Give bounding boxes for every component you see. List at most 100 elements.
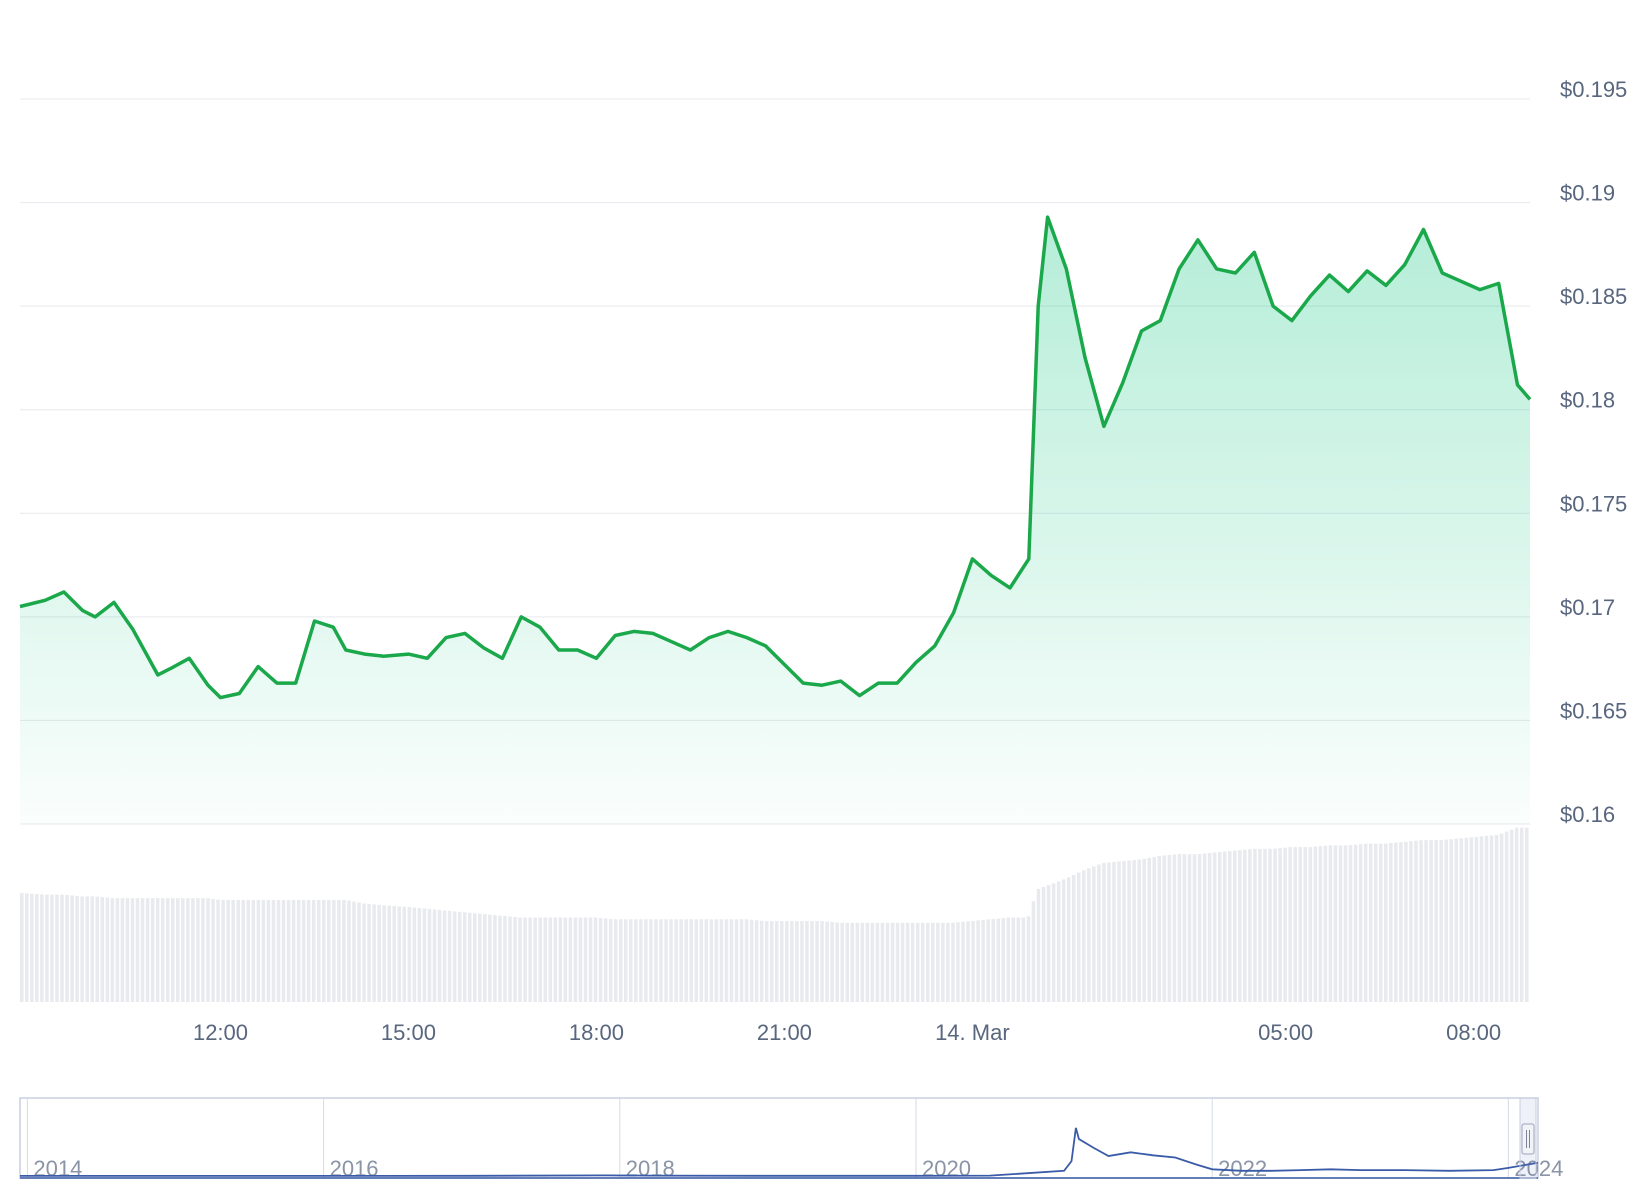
volume-bar xyxy=(1217,852,1222,1002)
volume-bar xyxy=(120,898,125,1002)
volume-bar xyxy=(206,898,210,1002)
volume-bar xyxy=(689,919,693,1002)
volume-bar xyxy=(679,919,683,1002)
volume-bar xyxy=(1228,851,1232,1002)
volume-bar xyxy=(1479,836,1484,1002)
volume-bar xyxy=(1514,827,1519,1002)
volume-bar xyxy=(634,919,638,1002)
volume-bar xyxy=(80,896,84,1002)
volume-bar xyxy=(1419,840,1423,1002)
volume-bar xyxy=(1031,901,1036,1002)
volume-bar xyxy=(140,898,145,1002)
volume-bar xyxy=(880,922,885,1002)
volume-bar xyxy=(528,917,532,1002)
volume-bar xyxy=(936,922,940,1002)
volume-bar xyxy=(1071,874,1076,1002)
volume-bar xyxy=(437,909,442,1002)
volume-bar xyxy=(714,919,719,1002)
volume-bar xyxy=(1464,837,1469,1002)
volume-bar xyxy=(160,898,165,1002)
volume-bar xyxy=(337,899,341,1002)
volume-bar xyxy=(1389,843,1393,1002)
volume-bar xyxy=(1348,845,1353,1002)
volume-bar xyxy=(1293,847,1297,1002)
volume-bar xyxy=(548,917,553,1002)
volume-bar xyxy=(895,922,900,1002)
volume-bar xyxy=(608,918,613,1002)
volume-bar xyxy=(1504,831,1509,1002)
volume-bar xyxy=(759,920,764,1002)
volume-bar xyxy=(734,919,739,1002)
navigator-tick-label: 2024 xyxy=(1514,1156,1563,1181)
volume-bar xyxy=(764,921,769,1002)
volume-bar xyxy=(251,899,256,1002)
volume-bar xyxy=(553,917,558,1002)
volume-bar xyxy=(1519,827,1524,1002)
volume-bar xyxy=(578,917,583,1002)
y-tick-label: $0.195 xyxy=(1560,77,1627,102)
navigator-handle[interactable] xyxy=(1521,1123,1535,1155)
volume-bar xyxy=(754,920,759,1002)
volume-bar xyxy=(593,917,598,1002)
volume-bar xyxy=(1399,842,1403,1002)
volume-bar xyxy=(1132,860,1136,1002)
volume-bar xyxy=(85,896,89,1002)
volume-bar xyxy=(286,899,291,1002)
volume-bar xyxy=(201,898,205,1002)
volume-bar xyxy=(50,894,54,1002)
volume-bar xyxy=(598,917,603,1002)
volume-bar xyxy=(45,894,49,1002)
volume-bar xyxy=(1434,840,1438,1002)
volume-bar xyxy=(795,921,799,1002)
volume-bar xyxy=(176,898,180,1002)
volume-bar xyxy=(60,894,64,1002)
y-tick-label: $0.18 xyxy=(1560,388,1615,413)
volume-bar xyxy=(573,917,578,1002)
volume-bar xyxy=(1499,833,1504,1002)
volume-bar xyxy=(1117,861,1121,1002)
volume-bar xyxy=(462,912,467,1002)
volume-bar xyxy=(1066,877,1071,1002)
volume-bar xyxy=(1313,846,1318,1002)
volume-bar xyxy=(1202,853,1207,1002)
volume-bar xyxy=(191,898,195,1002)
volume-bar xyxy=(271,899,276,1002)
price-line xyxy=(19,215,1532,700)
volume-bar xyxy=(513,917,517,1002)
volume-bar xyxy=(402,906,407,1002)
volume-bar xyxy=(538,917,542,1002)
volume-bar xyxy=(1474,836,1479,1002)
volume-bar xyxy=(508,916,512,1002)
volume-bar xyxy=(870,922,875,1002)
volume-bar xyxy=(135,898,140,1002)
volume-bar xyxy=(95,896,100,1002)
volume-bar xyxy=(1424,840,1428,1002)
volume-bar xyxy=(498,915,502,1002)
volume-bar xyxy=(186,898,190,1002)
volume-bar xyxy=(1172,854,1177,1002)
volume-bar xyxy=(961,921,965,1002)
volume-bar xyxy=(1298,847,1302,1002)
volume-bar xyxy=(1082,870,1086,1002)
volume-bar xyxy=(1157,855,1162,1002)
volume-bar xyxy=(1006,917,1011,1002)
volume-bar xyxy=(649,919,653,1002)
volume-bar xyxy=(493,915,497,1002)
volume-bar xyxy=(1343,845,1348,1002)
volume-bar xyxy=(905,922,910,1002)
volume-bar xyxy=(664,919,668,1002)
volume-bar xyxy=(311,899,316,1002)
volume-bar xyxy=(1469,837,1474,1002)
x-tick-label: 18:00 xyxy=(569,1020,624,1045)
volume-bar xyxy=(966,921,970,1002)
volume-bar xyxy=(603,918,608,1002)
volume-bar xyxy=(775,921,779,1002)
volume-bar xyxy=(1016,917,1021,1002)
volume-bar xyxy=(674,919,678,1002)
volume-bar xyxy=(830,922,834,1002)
volume-bar xyxy=(1308,847,1313,1002)
volume-bar xyxy=(825,921,829,1002)
y-tick-label: $0.19 xyxy=(1560,181,1615,206)
volume-bar xyxy=(568,917,573,1002)
